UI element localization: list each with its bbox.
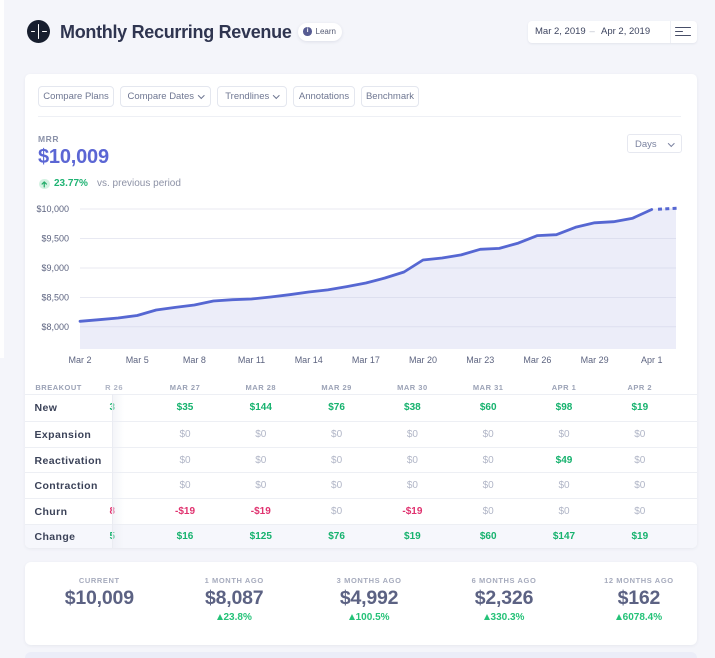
svg-text:Mar 17: Mar 17 — [352, 355, 380, 365]
svg-text:Mar 11: Mar 11 — [238, 355, 265, 365]
svg-text:Mar 23: Mar 23 — [466, 355, 494, 365]
svg-text:Mar 26: Mar 26 — [523, 355, 551, 365]
svg-text:Mar 8: Mar 8 — [183, 355, 206, 365]
svg-text:$9,500: $9,500 — [41, 234, 69, 244]
svg-text:$8,500: $8,500 — [41, 293, 69, 303]
svg-text:Mar 2: Mar 2 — [68, 355, 91, 365]
svg-text:$10,000: $10,000 — [36, 204, 69, 214]
svg-text:Mar 14: Mar 14 — [295, 355, 323, 365]
svg-text:Apr 1: Apr 1 — [641, 355, 663, 365]
svg-text:Mar 20: Mar 20 — [409, 355, 437, 365]
svg-text:$8,000: $8,000 — [41, 322, 69, 332]
svg-text:Mar 29: Mar 29 — [581, 355, 609, 365]
svg-text:$9,000: $9,000 — [41, 263, 69, 273]
svg-text:Mar 5: Mar 5 — [126, 355, 149, 365]
